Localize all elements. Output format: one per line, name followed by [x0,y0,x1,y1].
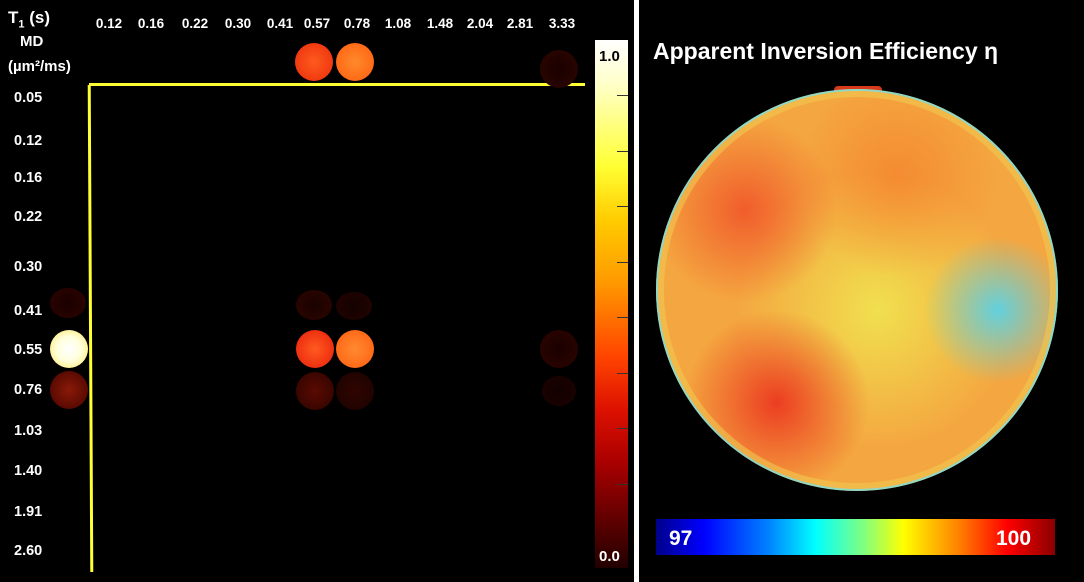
t1-tick: 2.04 [466,16,494,31]
md-tick: 1.91 [14,504,43,520]
t1-tick: 0.41 [266,16,294,31]
colorbar-tick [617,317,628,318]
colorbar-tick [617,206,628,207]
signal-colorbar [595,40,628,568]
colorbar-tick [617,373,628,374]
t1-tick: 2.81 [506,16,534,31]
colorbar-tick [617,95,628,96]
colorbar-min-label: 0.0 [599,548,620,565]
efficiency-colorbar [656,519,1055,555]
t1-tick: 1.48 [426,16,454,31]
vial [542,376,576,406]
t1-tick: 0.22 [181,16,209,31]
md-tick: 0.16 [14,170,43,186]
md-tick: 0.05 [14,90,43,106]
efficiency-map-title: Apparent Inversion Efficiency η [653,38,999,64]
vial [295,43,333,81]
md-tick: 0.41 [14,303,43,319]
vial [296,290,332,320]
vial [336,330,374,368]
vial [336,292,372,320]
t1-tick: 0.16 [137,16,165,31]
signal-map-panel: T1 (s) MD (µm²/ms) 0.12 0.16 0.22 0.30 0… [0,0,634,582]
md-tick: 1.40 [14,463,43,479]
md-tick: 0.76 [14,382,43,398]
vial [540,50,578,88]
md-tick: 0.55 [14,342,43,358]
efficiency-phantom-disk [656,89,1058,491]
md-tick: 0.30 [14,259,43,275]
vial [296,372,334,410]
colorbar-max-label: 1.0 [599,48,620,65]
md-axis-unit: (µm²/ms) [8,58,71,75]
efficiency-map-panel: Apparent Inversion Efficiency η 97 100 [639,0,1084,582]
colorbar-tick [617,151,628,152]
colorbar-tick [617,428,628,429]
t1-tick: 0.78 [343,16,371,31]
t1-tick: 3.33 [548,16,576,31]
colorbar-min-label: 97 [669,527,693,550]
colorbar-tick [617,262,628,263]
md-tick: 1.03 [14,423,43,439]
vial [540,330,578,368]
t1-axis-title: T1 (s) [8,8,51,31]
t1-tick: 0.12 [95,16,123,31]
boundary-line-vertical [87,85,94,572]
t1-tick: 0.30 [224,16,252,31]
md-tick: 0.12 [14,133,43,149]
boundary-line-horizontal [89,83,585,86]
vial [336,43,374,81]
vial [50,288,86,318]
vial [50,371,88,409]
md-tick: 0.22 [14,209,43,225]
t1-tick: 1.08 [384,16,412,31]
vial [50,330,88,368]
colorbar-tick [617,484,628,485]
md-tick: 2.60 [14,543,43,559]
vial [336,372,374,410]
t1-tick: 0.57 [303,16,331,31]
md-axis-title: MD [20,33,44,50]
colorbar-max-label: 100 [996,527,1032,550]
vial [296,330,334,368]
